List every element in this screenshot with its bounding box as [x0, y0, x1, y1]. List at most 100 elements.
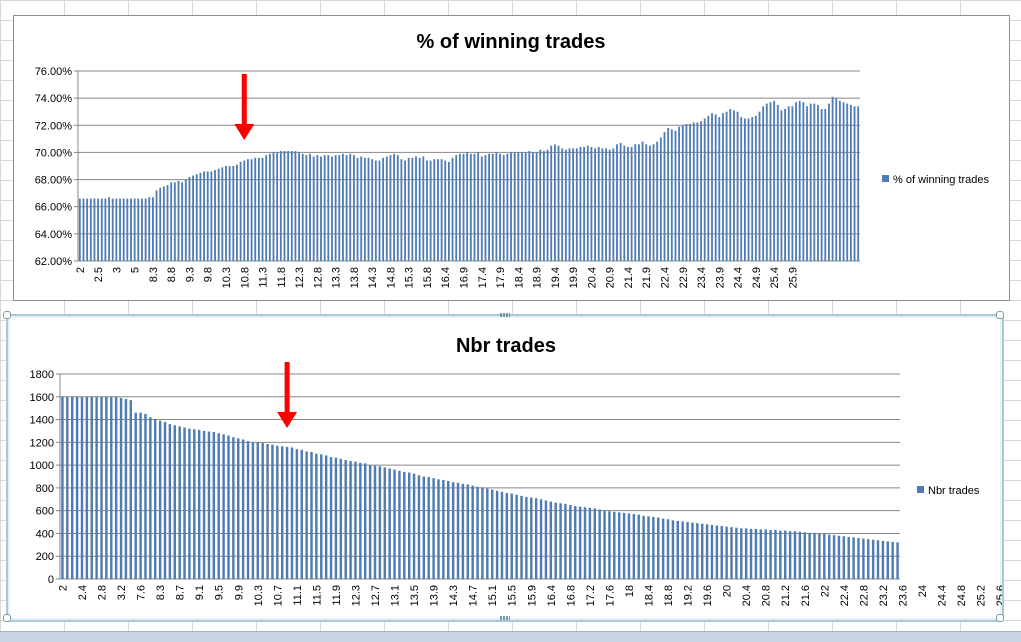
bar [528, 151, 531, 261]
bar [808, 532, 811, 580]
y-tick-label: 200 [36, 551, 54, 563]
bar [75, 396, 79, 579]
bar [813, 532, 816, 580]
bar [437, 159, 439, 261]
bar [779, 530, 782, 579]
bar [256, 442, 260, 579]
x-tick-label: 13.3 [331, 267, 343, 288]
bar [638, 144, 640, 261]
x-tick-label: 16.8 [565, 585, 577, 606]
bar [222, 434, 225, 579]
bar [671, 520, 675, 579]
x-tick-label: 23.2 [878, 585, 890, 606]
x-tick-label: 19.6 [702, 585, 714, 606]
bar [352, 155, 355, 261]
resize-corner-top-left[interactable] [3, 311, 11, 319]
bar [188, 428, 191, 579]
bar [82, 198, 85, 261]
x-tick-label: 9.1 [194, 585, 206, 600]
legend-swatch [882, 175, 889, 182]
bar [66, 396, 69, 579]
bar [791, 106, 794, 261]
bar [670, 129, 673, 261]
y-tick-label: 800 [36, 483, 54, 495]
bar [568, 148, 571, 261]
bar [608, 511, 611, 579]
bar [550, 145, 553, 261]
bar [130, 198, 132, 261]
bar [323, 155, 326, 261]
bar [824, 109, 827, 261]
x-tick-label: 17.9 [495, 267, 507, 288]
x-tick-label: 7.6 [136, 585, 148, 600]
bar [513, 152, 516, 261]
bar [681, 521, 684, 579]
bar [549, 501, 553, 579]
x-tick-label: 14.7 [468, 585, 480, 606]
y-tick-label: 1800 [30, 369, 54, 381]
bar [133, 198, 136, 261]
x-tick-label: 10.7 [272, 585, 284, 606]
bar [368, 465, 372, 579]
bar [247, 159, 249, 261]
bar [525, 497, 528, 579]
chart-nbr-trades[interactable]: Nbr trades 1800 1600 1400 1200 1000 800 600 400 2… [3, 311, 1004, 622]
bar [243, 160, 246, 261]
bar [360, 156, 363, 261]
bar [554, 502, 557, 579]
bar [466, 484, 470, 579]
resize-corner-bottom-left[interactable] [3, 614, 11, 622]
bar [539, 499, 543, 579]
bar [207, 431, 211, 579]
bar [714, 114, 717, 262]
x-tick-label: 22.9 [678, 267, 690, 288]
bar [530, 497, 533, 579]
bar [546, 149, 549, 261]
y-tick-label: 62.00% [35, 256, 73, 268]
x-tick-label: 14.3 [367, 267, 379, 288]
bar [656, 141, 659, 261]
x-tick-label: 11.1 [292, 585, 304, 606]
bar [544, 500, 548, 579]
bar [720, 526, 723, 579]
legend-label: Nbr trades [928, 485, 980, 497]
bar [108, 197, 110, 261]
bar [469, 153, 472, 261]
x-tick-label: 11.3 [258, 267, 270, 288]
bar [345, 155, 348, 261]
bar [751, 117, 754, 261]
x-tick-label: 15.5 [507, 585, 519, 606]
bar [105, 396, 108, 579]
bar [378, 160, 381, 261]
bar [787, 106, 790, 261]
bar [769, 530, 772, 579]
x-tick-label: 23.4 [696, 267, 708, 288]
bar [572, 148, 575, 261]
red-arrow-head [234, 124, 255, 140]
x-tick-label: 17.2 [585, 585, 597, 606]
bar [762, 106, 765, 261]
resize-corner-top-right[interactable] [996, 311, 1004, 319]
y-tick-label: 76.00% [35, 66, 73, 78]
bar [429, 160, 432, 261]
bar [290, 151, 293, 261]
chart-winning-trades[interactable]: % of winning trades 76.00% 74.00% 72.00% 70.… [13, 15, 1010, 301]
bar [225, 166, 227, 261]
bar [499, 153, 501, 261]
bar [666, 519, 670, 579]
bar [774, 530, 777, 579]
resize-corner-bottom-right[interactable] [996, 614, 1004, 622]
bar [725, 111, 728, 262]
bar [393, 153, 396, 261]
bar [612, 148, 615, 261]
bar [85, 396, 89, 579]
x-tick-label: 15.8 [422, 267, 434, 288]
resize-handle-top[interactable] [500, 313, 510, 317]
y-tick-label: 70.00% [35, 147, 73, 159]
bar [342, 153, 344, 261]
x-tick-label: 14.8 [385, 267, 397, 288]
bar [349, 461, 352, 580]
resize-handle-bottom[interactable] [500, 616, 510, 620]
chart-title: % of winning trades [417, 31, 606, 53]
x-tick-label: 3 [111, 267, 123, 273]
